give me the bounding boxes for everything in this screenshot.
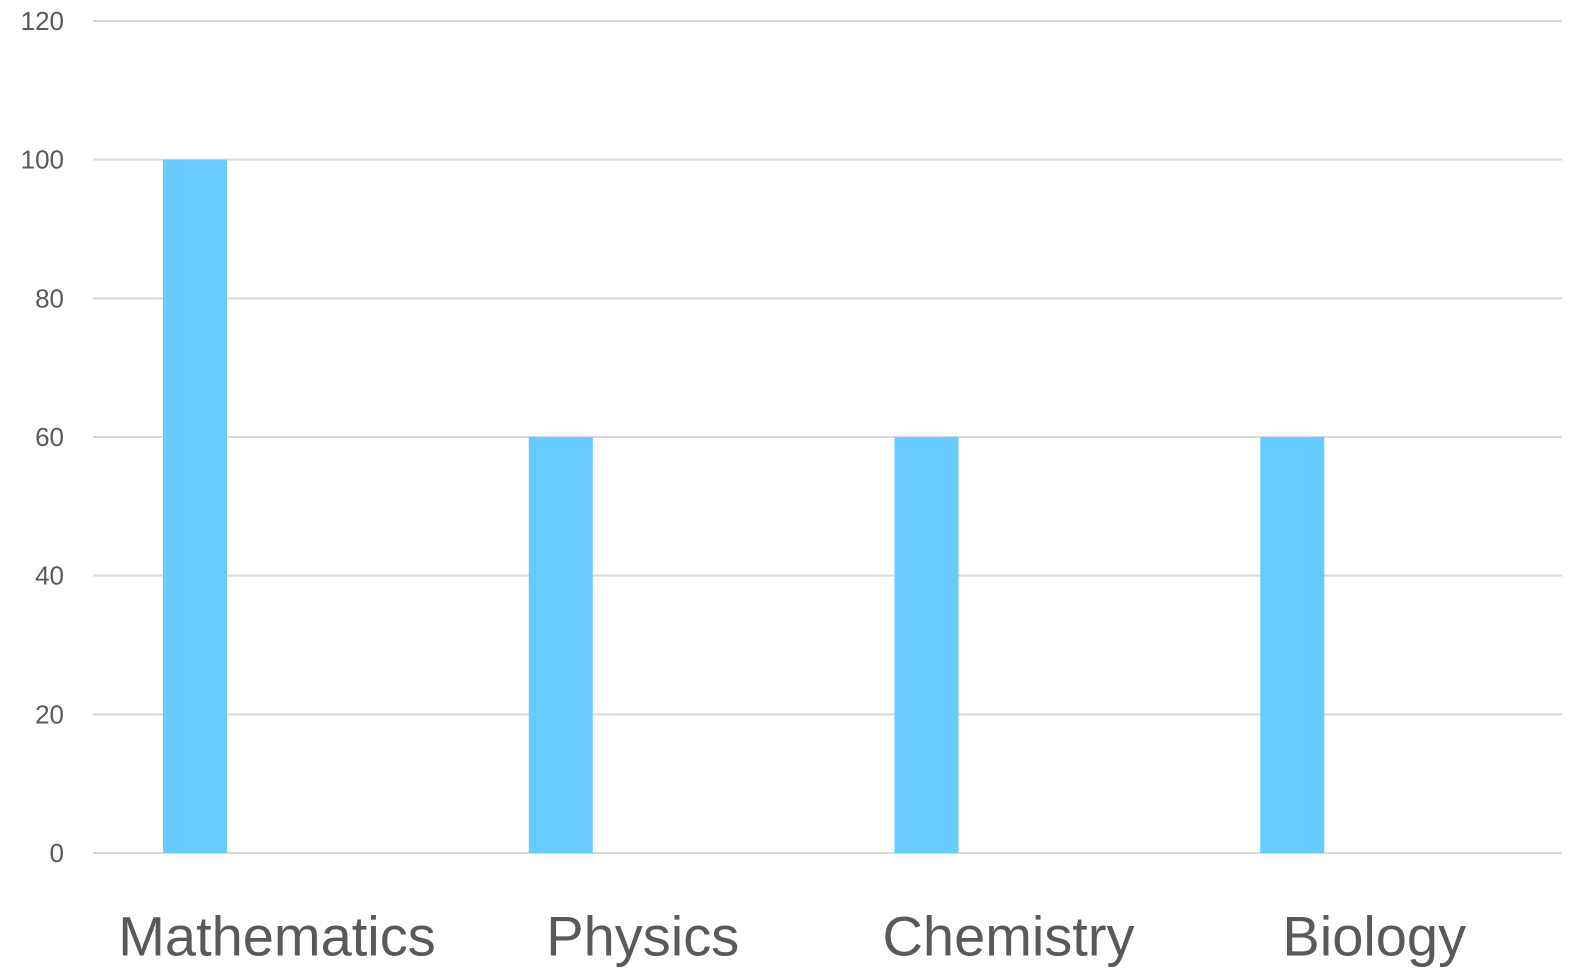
y-tick-label: 40 — [35, 561, 64, 591]
y-tick-label: 80 — [35, 283, 64, 313]
x-axis-ticks: Mathematics Physics Chemistry Biology — [118, 905, 1466, 968]
bar-mathematics — [163, 159, 227, 853]
gridlines — [93, 20, 1562, 854]
y-tick-label: 120 — [21, 6, 64, 36]
x-tick-label-mathematics: Mathematics — [118, 905, 435, 968]
bar-chemistry — [894, 437, 959, 853]
y-tick-label: 60 — [35, 422, 64, 452]
bars — [163, 159, 1325, 853]
bar-biology — [1260, 437, 1325, 853]
y-axis-ticks: 0 20 40 60 80 100 120 — [21, 6, 64, 868]
y-tick-label: 100 — [21, 145, 64, 175]
x-tick-label-chemistry: Chemistry — [882, 905, 1134, 968]
y-tick-label: 20 — [35, 699, 64, 729]
bar-physics — [528, 437, 593, 853]
x-tick-label-biology: Biology — [1282, 905, 1466, 968]
y-tick-label: 0 — [50, 838, 64, 868]
x-tick-label-physics: Physics — [546, 905, 739, 968]
